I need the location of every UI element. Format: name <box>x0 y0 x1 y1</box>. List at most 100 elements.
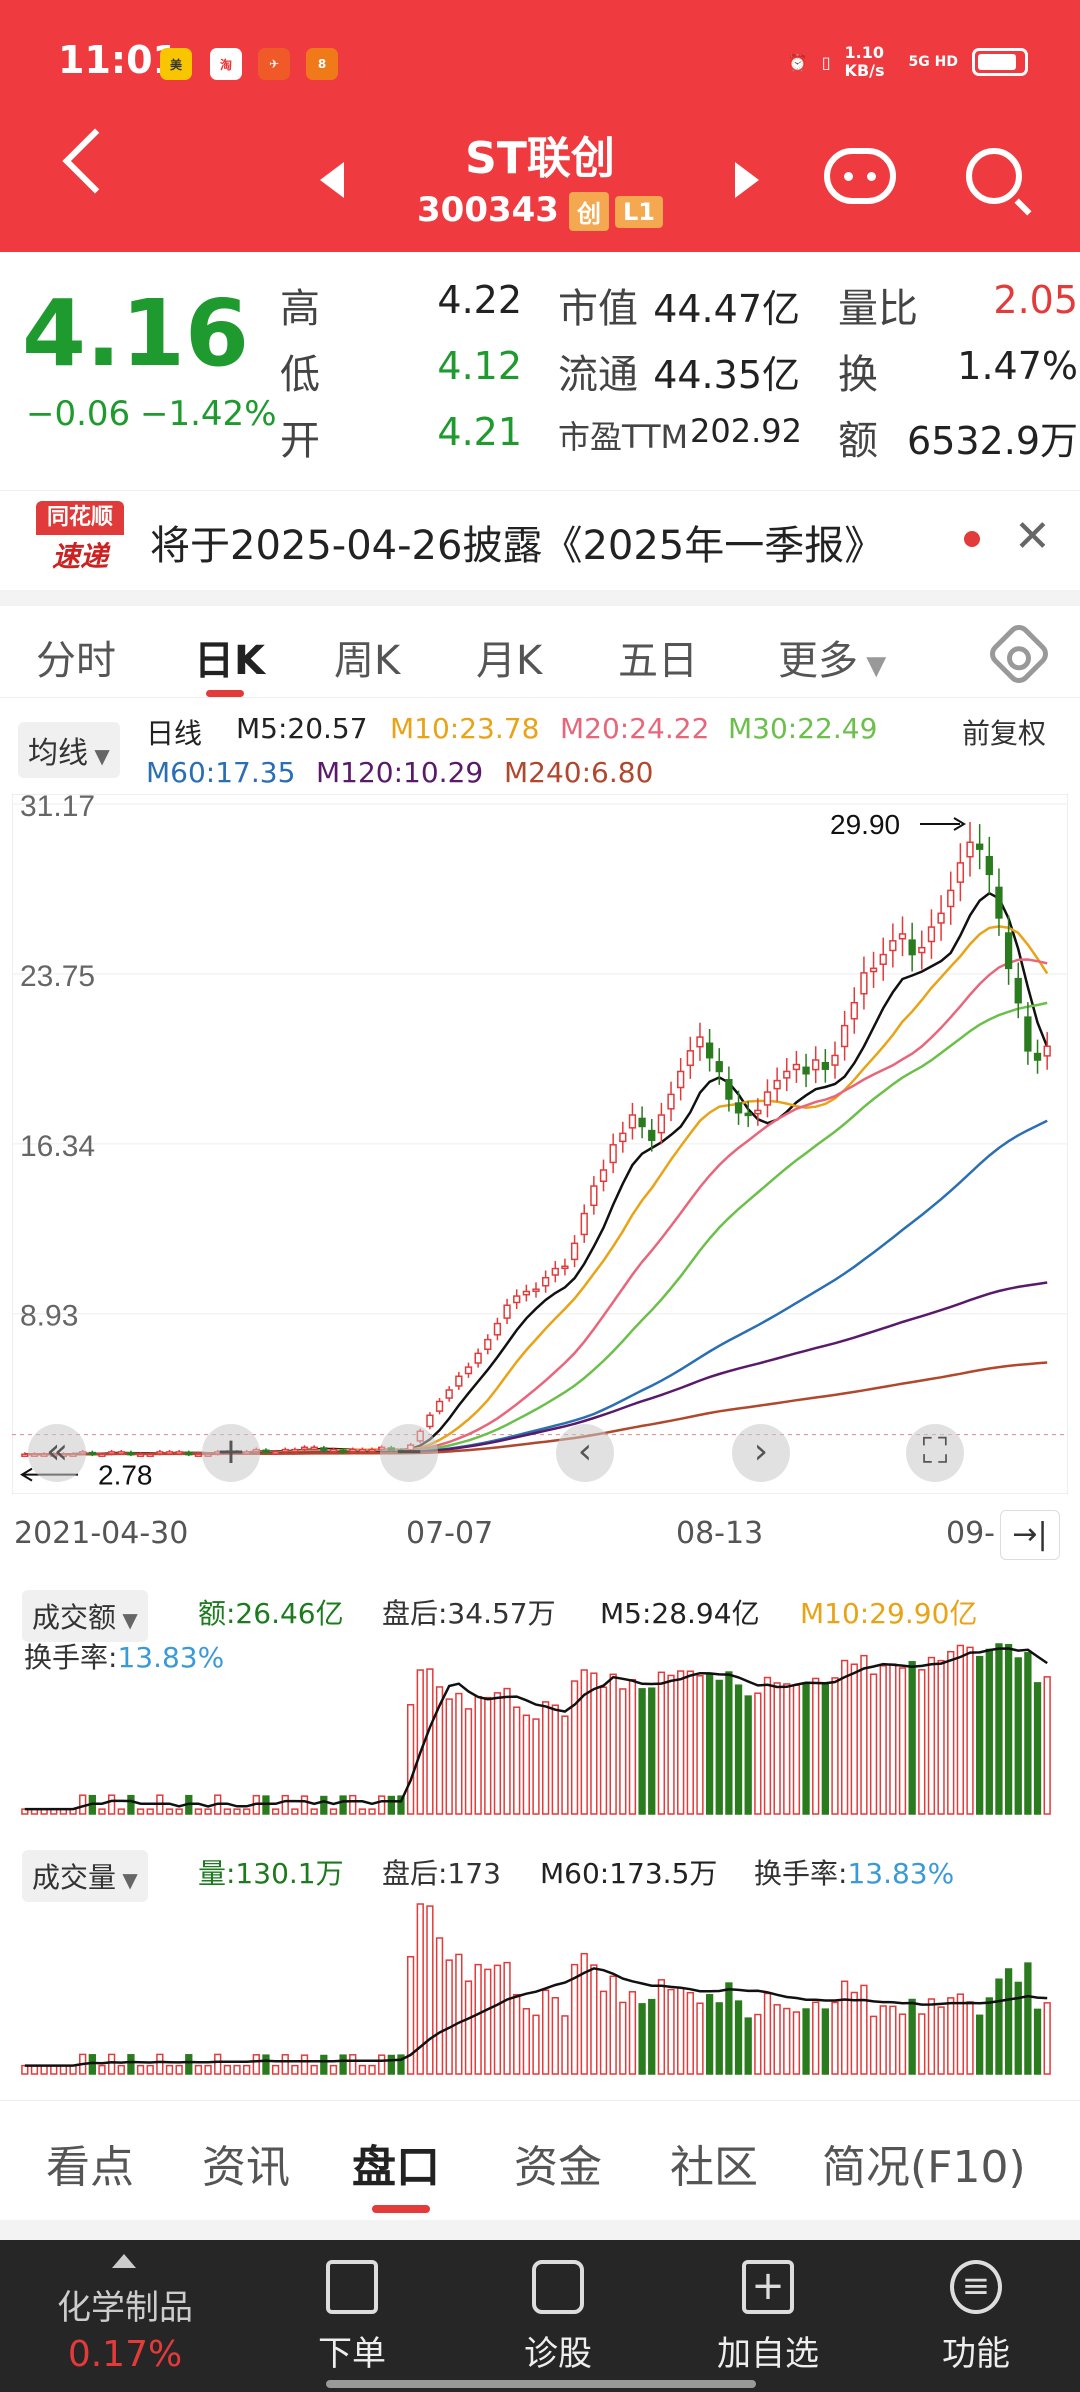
volume-bar <box>850 1991 858 2075</box>
volume-bar <box>175 1808 183 1815</box>
volume-bar <box>802 2008 810 2075</box>
order-icon[interactable] <box>326 2260 378 2314</box>
volume-bar <box>1024 1962 1032 2075</box>
candle <box>918 946 926 954</box>
zoom-out-icon[interactable]: − <box>380 1424 438 1482</box>
vibrate-icon: ▯ <box>821 52 831 72</box>
settings-icon[interactable] <box>985 620 1053 688</box>
ma-dropdown[interactable]: 均线 ▼ <box>18 722 120 778</box>
amount-value: 6532.9万 <box>907 419 1078 463</box>
candle <box>570 1242 579 1261</box>
tab-daily-k[interactable]: 日K <box>194 638 265 684</box>
volume-bar <box>233 2064 241 2075</box>
volume-bar <box>252 2054 260 2075</box>
fullscreen-icon[interactable]: ⛶ <box>906 1424 964 1482</box>
volume-bar <box>445 1959 453 2075</box>
candle <box>869 967 878 973</box>
order-button[interactable]: 下单 <box>318 2334 386 2374</box>
tab-community[interactable]: 社区 <box>670 2142 758 2193</box>
amount-m5: M5:28.94亿 <box>600 1597 760 1630</box>
add-watchlist-button[interactable]: 加自选 <box>717 2334 819 2374</box>
ma240-value: M240:6.80 <box>504 756 654 789</box>
price-change: −0.06 <box>26 394 131 434</box>
tab-funds[interactable]: 资金 <box>514 2142 602 2193</box>
scroll-left-icon[interactable]: ‹ <box>556 1424 614 1482</box>
prev-stock-icon[interactable] <box>320 162 344 198</box>
candle <box>609 1144 617 1164</box>
volume-bar <box>908 1661 916 1815</box>
search-icon[interactable] <box>966 148 1022 204</box>
tab-intraday[interactable]: 分时 <box>36 638 116 684</box>
next-stock-icon[interactable] <box>735 162 759 198</box>
volume-bar <box>136 2064 145 2075</box>
volume-bar <box>117 2064 125 2075</box>
tab-more[interactable]: 更多 ▼ <box>778 638 887 684</box>
candle <box>503 1304 511 1319</box>
tab-f10[interactable]: 简况(F10) <box>822 2142 1026 2193</box>
ma10-value: M10:23.78 <box>390 712 540 745</box>
rewind-icon[interactable]: « <box>28 1424 86 1482</box>
close-icon[interactable]: ✕ <box>1014 511 1051 562</box>
volume-bar <box>262 1795 270 1815</box>
diagnose-button[interactable]: 诊股 <box>524 2334 592 2374</box>
volume-bar <box>223 2064 232 2075</box>
volume-chart[interactable] <box>12 1842 1068 2082</box>
volume-bar <box>956 1993 965 2075</box>
volume-bar <box>339 2054 347 2075</box>
volume-bar <box>329 2064 338 2075</box>
function-button[interactable]: 功能 <box>942 2334 1010 2374</box>
scroll-right-icon[interactable]: › <box>732 1424 790 1482</box>
earnings-notice[interactable]: 同花顺 速递 将于2025-04-26披露《2025年一季报》 ✕ <box>0 490 1080 590</box>
sector-name[interactable]: 化学制品 <box>57 2288 193 2328</box>
volume-bar <box>493 1692 502 1815</box>
signal-icon: 5G HD <box>908 54 958 70</box>
diagnose-icon[interactable] <box>532 2260 584 2314</box>
float-value: 44.35亿 <box>653 353 800 397</box>
amount-dropdown[interactable]: 成交额 ▼ <box>22 1590 148 1642</box>
tab-five-day[interactable]: 五日 <box>618 638 698 684</box>
candle <box>725 1078 733 1100</box>
volume-bar <box>725 1982 733 2075</box>
candle <box>349 1448 357 1453</box>
candle <box>995 886 1003 919</box>
volume-bar <box>233 1808 241 1815</box>
tab-highlights[interactable]: 看点 <box>46 2142 134 2193</box>
status-icons: ⏰ ▯ 1.10 KB/s 5G HD <box>788 44 1028 80</box>
volume-bar <box>705 1994 714 2075</box>
volume-bar <box>638 1688 646 1815</box>
tab-orderbook[interactable]: 盘口 <box>352 2142 440 2193</box>
volume-bar <box>349 2054 357 2075</box>
low-value: 4.12 <box>437 344 522 388</box>
kline-chart[interactable]: 31.17 23.75 16.34 8.93 29.90 2.78 <box>12 794 1068 1494</box>
amount-chart[interactable] <box>12 1582 1068 1822</box>
robot-assistant-icon[interactable] <box>824 148 896 204</box>
volume-dropdown[interactable]: 成交量 ▼ <box>22 1850 148 1902</box>
zoom-in-icon[interactable]: + <box>202 1424 260 1482</box>
date-tick: 07-07 <box>406 1516 494 1551</box>
volume-bar <box>985 1648 993 1815</box>
volume-bar <box>435 1686 444 1815</box>
tab-news[interactable]: 资讯 <box>202 2142 290 2193</box>
menu-icon[interactable]: ≡ <box>950 2260 1002 2314</box>
volume-bar <box>281 2054 289 2075</box>
add-watchlist-icon[interactable]: + <box>742 2260 794 2314</box>
expand-up-icon[interactable] <box>112 2254 136 2268</box>
volume-bar <box>532 2014 540 2075</box>
volume-bar <box>416 1903 424 2075</box>
volume-bar <box>551 1997 559 2075</box>
tab-weekly-k[interactable]: 周K <box>334 638 401 684</box>
tab-monthly-k[interactable]: 月K <box>476 638 543 684</box>
volume-bar <box>667 1674 675 1815</box>
volume-bar <box>937 1659 945 1815</box>
candle <box>98 1453 106 1457</box>
candle <box>860 972 868 995</box>
candle <box>783 1070 791 1079</box>
jump-latest-icon[interactable]: →| <box>1000 1510 1060 1560</box>
adjust-label[interactable]: 前复权 <box>962 717 1047 750</box>
volume-bar <box>175 2064 183 2075</box>
high-mark-label: 29.90 <box>830 809 900 840</box>
volume-turnover-label: 换手率:13.83% <box>754 1857 955 1890</box>
candle <box>300 1446 309 1451</box>
volume-bar <box>889 1663 897 1815</box>
volume-bar <box>860 1654 868 1815</box>
